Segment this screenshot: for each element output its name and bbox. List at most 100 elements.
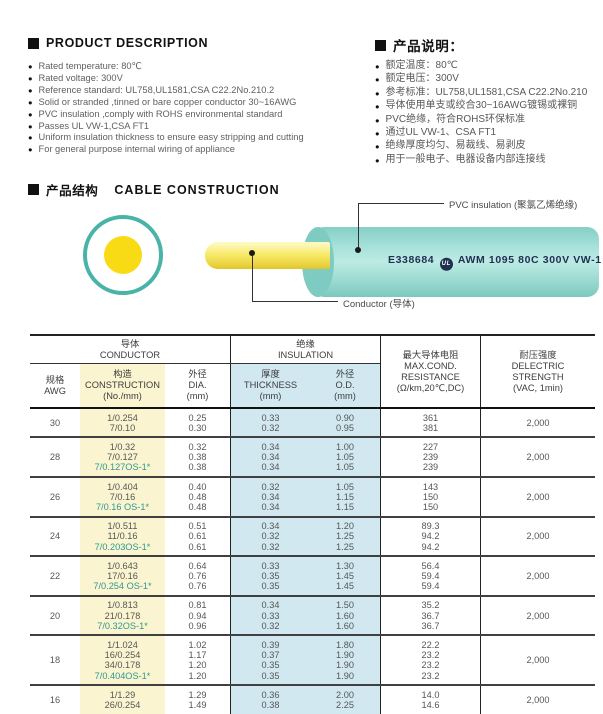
strength-cell: 2,000 [480,478,595,516]
bullet-icon: ● [28,145,33,155]
table-row: 22 1/0.643 17/0.16 7/0.254 OS-1* 0.64 0.76 0.7… [30,557,595,597]
cell-value: 0.51 [188,521,207,532]
thickness-cell: 0.36 0.38 [230,686,310,714]
cell-value: 1.29 [188,689,207,700]
resistance-cell: 35.2 36.7 36.7 [380,596,480,635]
construction-cell: 1/0.404 7/0.16 7/0.16 OS-1* [80,478,165,516]
cell-value: 1.02 [188,639,207,650]
description-text: Solid or stranded ,tinned or bare copper… [38,96,297,107]
cell-value: 1.05 [336,452,354,463]
construction-cell: 1/1.024 16/0.254 34/0.178 7/0.404OS-1* [80,636,165,685]
dia-cell: 0.40 0.48 0.48 [165,478,230,516]
cell-value: 1.45 [336,570,354,581]
cable-marking-suffix: AWM 1095 80C 300V VW-1 [457,253,602,266]
cell-value: 11/0.16 [107,531,138,542]
bullet-icon: ● [28,133,33,143]
thickness-cell: 0.39 0.37 0.35 0.35 [230,636,310,685]
cell-value: 94.2 [421,531,440,542]
table-row: 20 1/0.813 21/0.178 7/0.32OS-1* 0.81 0.94 0.96… [30,596,595,637]
cell-value: 0.35 [261,581,280,592]
cell-value: 7/0.203OS-1* [94,541,151,552]
cell-value: 1.50 [336,600,354,611]
specification-table: 导体 CONDUCTOR 绝缘 INSULATION 最大导体电阻 MAX.CO… [30,334,595,714]
od-cell: 0.90 0.95 [310,409,380,437]
cell-value: 35.2 [421,600,440,611]
od-cell: 1.05 1.15 1.15 [310,478,380,516]
pvc-insulation-label: PVC insulation (聚氯乙烯绝缘) [449,200,578,211]
description-item: ● 参考标准：UL758,UL1581,CSA C22.2No.210 [375,87,603,100]
table-row: 28 1/0.32 7/0.127 7/0.127OS-1* 0.32 0.38 0.38 0… [30,438,595,479]
strength-cell: 2,000 [480,686,595,714]
cell-value: 7/0.404OS-1* [94,670,151,681]
cell-value: 89.3 [421,521,440,532]
cell-value: 0.34 [261,452,280,463]
cell-value: 7/0.127OS-1* [94,462,151,473]
construction-cell: 1/1.29 26/0.254 [80,686,165,714]
table-row: 16 1/1.29 26/0.254 1.29 1.49 0.36 0.38 2.00 2.25… [30,686,595,714]
cell-value: 14.6 [421,699,440,710]
description-text: 参考标准：UL758,UL1581,CSA C22.2No.210 [385,86,588,98]
product-description-heading: PRODUCT DESCRIPTION [28,36,208,50]
description-text: Reference standard: UL758,UL1581,CSA C22… [38,84,275,95]
resistance-cell: 227 239 239 [380,438,480,477]
cell-value: 0.32 [261,541,280,552]
cell-value: 7/0.254 OS-1* [93,581,152,592]
cell-value: 150 [422,491,439,502]
construction-column-header: 构造 CONSTRUCTION (No./mm) [80,364,165,407]
conductor-rod [205,242,330,269]
description-item: ● PVC绝缘，符合ROHS环保标准 [375,114,603,127]
cell-value: 239 [422,462,439,473]
cell-value: 23.2 [421,650,440,661]
description-text: Rated temperature: 80℃ [38,61,142,71]
description-text: Passes UL VW-1,CSA FT1 [38,120,150,131]
table-row: 24 1/0.511 11/0.16 7/0.203OS-1* 0.51 0.61 0.61… [30,517,595,558]
bullet-icon: ● [375,142,380,152]
cell-value: 0.61 [188,531,207,542]
cell-value: 1.05 [336,481,354,492]
cell-value: 0.34 [261,462,280,473]
cell-value: 0.76 [188,581,207,592]
cell-value: 0.64 [188,560,207,571]
bullet-icon: ● [375,155,380,165]
bullet-icon: ● [375,88,380,98]
cell-value: 59.4 [421,570,440,581]
description-text: Rated voltage: 300V [38,72,123,83]
resistance-cell: 361 381 [380,409,480,437]
ul-logo-icon: UL [439,257,453,271]
cell-value: 0.32 [261,531,280,542]
cell-value: 0.38 [188,462,207,473]
cell-value: 1/0.643 [107,560,138,571]
cell-value: 0.40 [188,481,207,492]
cell-value: 7/0.10 [109,422,136,433]
thickness-column-header: 厚度 THICKNESS (mm) [230,364,310,407]
cell-value: 0.25 [188,412,207,423]
cell-value: 0.34 [261,441,280,452]
bullet-icon: ● [28,97,33,107]
awg-cell: 22 [49,570,61,581]
description-text: 用于一般电子、电器设备内部连接线 [385,153,546,165]
cell-value: 0.90 [336,412,354,423]
bullet-icon: ● [375,102,380,112]
square-bullet-icon [28,184,39,195]
dia-cell: 0.25 0.30 [165,409,230,436]
cell-value: 0.35 [261,570,280,581]
cell-value: 227 [422,441,439,452]
cell-value: 143 [422,481,439,492]
cell-value: 0.35 [261,660,280,671]
thickness-cell: 0.34 0.32 0.32 [230,517,310,556]
bullet-icon: ● [28,73,33,83]
cell-value: 7/0.127 [107,452,138,463]
cell-value: 22.2 [421,639,440,650]
product-description-cn-list: ● 额定温度：80℃ ● 额定电压：300V ● 参考标准：UL758,UL1581,CS… [375,60,603,167]
cell-value: 0.34 [261,491,280,502]
cell-value: 1.45 [336,581,354,592]
cell-value: 1.17 [188,650,207,661]
resistance-cell: 22.2 23.2 23.2 23.2 [380,636,480,685]
table-row: 30 1/0.254 7/0.10 0.25 0.30 0.33 0.32 0.90 0.95 3… [30,409,595,439]
bullet-icon: ● [28,109,33,119]
awg-cell: 16 [49,694,61,705]
cell-value: 0.38 [261,699,280,710]
cell-value: 1.05 [336,462,354,473]
cable-marking-text: E338684 UL AWM 1095 80C 300V VW-1 [388,254,601,271]
awg-cell: 26 [49,491,61,502]
